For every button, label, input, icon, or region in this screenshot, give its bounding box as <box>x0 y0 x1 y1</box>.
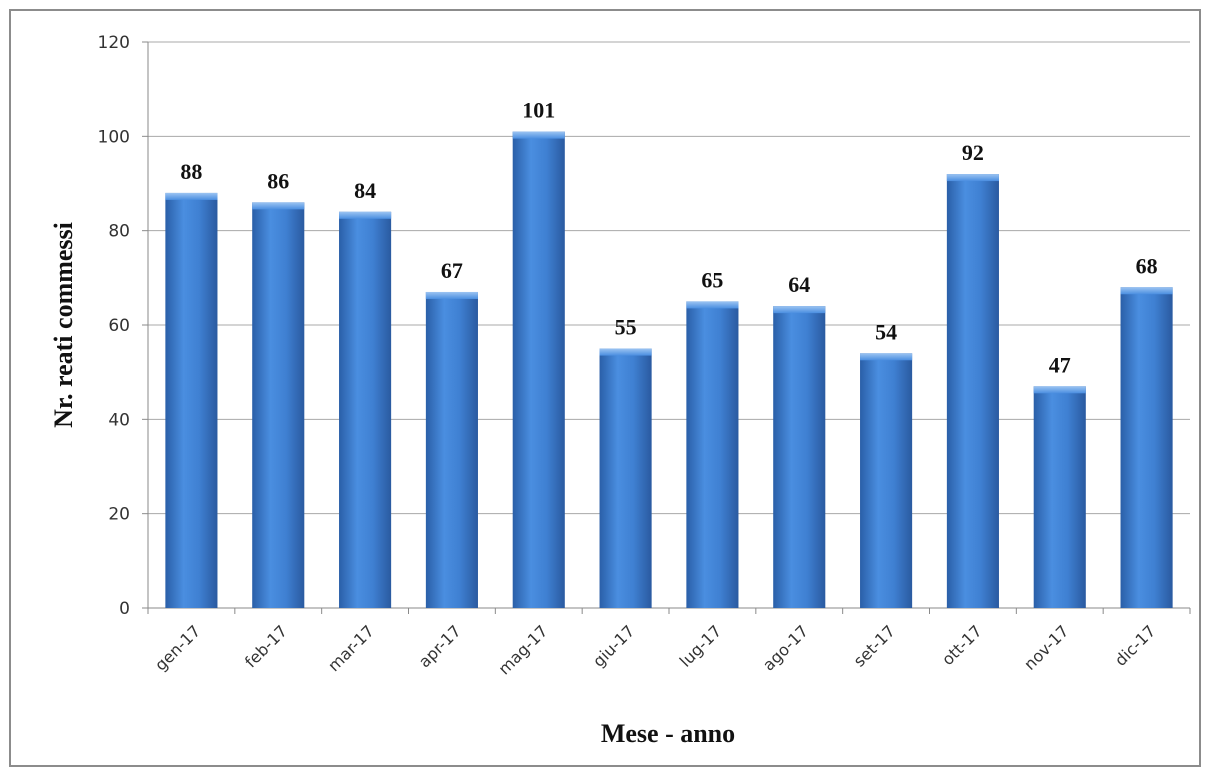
x-tick-label: lug-17 <box>676 621 725 670</box>
bar <box>686 301 739 608</box>
x-tick-label: mag-17 <box>495 621 552 678</box>
x-tick-label: mar-17 <box>324 621 378 675</box>
bar-value-label: 88 <box>180 159 202 184</box>
x-tick-label: set-17 <box>850 621 899 670</box>
bar <box>425 291 478 608</box>
bar-value-labels: 88 86 84 67 101 55 65 64 54 92 47 68 <box>180 98 1157 378</box>
x-tick-label: ago-17 <box>759 621 812 674</box>
x-tick-label: dic-17 <box>1111 621 1159 669</box>
bar-cap <box>686 301 739 309</box>
bars <box>165 131 1173 609</box>
bar-value-label: 86 <box>267 168 289 193</box>
bar <box>860 353 913 608</box>
x-tick-label: feb-17 <box>241 621 291 671</box>
bar-cap <box>599 348 652 356</box>
bar-cap <box>1033 386 1086 394</box>
x-tick-label: apr-17 <box>415 621 465 671</box>
bar-value-label: 68 <box>1136 253 1158 278</box>
bar-cap <box>946 174 999 182</box>
bar-value-label: 67 <box>441 258 463 283</box>
bar-cap <box>512 131 565 139</box>
x-tick-label: gen-17 <box>151 621 204 674</box>
y-tick-label: 0 <box>119 599 130 619</box>
bar-cap <box>165 192 218 200</box>
bar-cap <box>1120 287 1173 295</box>
bar-value-label: 92 <box>962 140 984 165</box>
y-tick-label: 40 <box>108 410 130 430</box>
bar-cap <box>773 306 826 314</box>
bar <box>773 306 826 608</box>
bar-cap <box>339 211 392 219</box>
bar-value-label: 65 <box>701 267 723 292</box>
bar-cap <box>252 202 305 210</box>
y-axis-ticks: 0 20 40 60 80 100 120 <box>98 33 130 619</box>
y-tick-label: 60 <box>108 316 130 336</box>
bar-value-label: 47 <box>1049 352 1071 377</box>
x-tick-label: ott-17 <box>938 621 986 669</box>
bar <box>946 174 999 609</box>
x-axis-title: Mese - anno <box>601 719 735 748</box>
bar-value-label: 84 <box>354 178 376 203</box>
bar-value-label: 64 <box>788 272 810 297</box>
bar <box>599 348 652 608</box>
y-tick-label: 80 <box>108 222 130 242</box>
bar <box>339 211 392 609</box>
bar-cap <box>860 353 913 361</box>
y-axis-title: Nr. reati commessi <box>49 222 78 428</box>
y-tick-label: 120 <box>98 33 130 53</box>
bar <box>252 202 305 608</box>
y-tick-label: 100 <box>98 127 130 147</box>
gridlines <box>142 41 1191 614</box>
x-tick-label: giu-17 <box>589 621 638 670</box>
bar <box>1033 386 1086 608</box>
bar-value-label: 55 <box>615 315 637 340</box>
bar <box>512 131 565 608</box>
x-tick-label: nov-17 <box>1020 621 1072 673</box>
bar-value-label: 54 <box>875 319 897 344</box>
bar <box>1120 287 1173 608</box>
x-axis-ticks: gen-17 feb-17 mar-17 apr-17 mag-17 giu-17 lug-… <box>151 621 1159 678</box>
bar-cap <box>425 291 478 299</box>
y-tick-label: 20 <box>108 505 130 525</box>
bar-value-label: 101 <box>522 98 555 123</box>
bar <box>165 192 218 608</box>
